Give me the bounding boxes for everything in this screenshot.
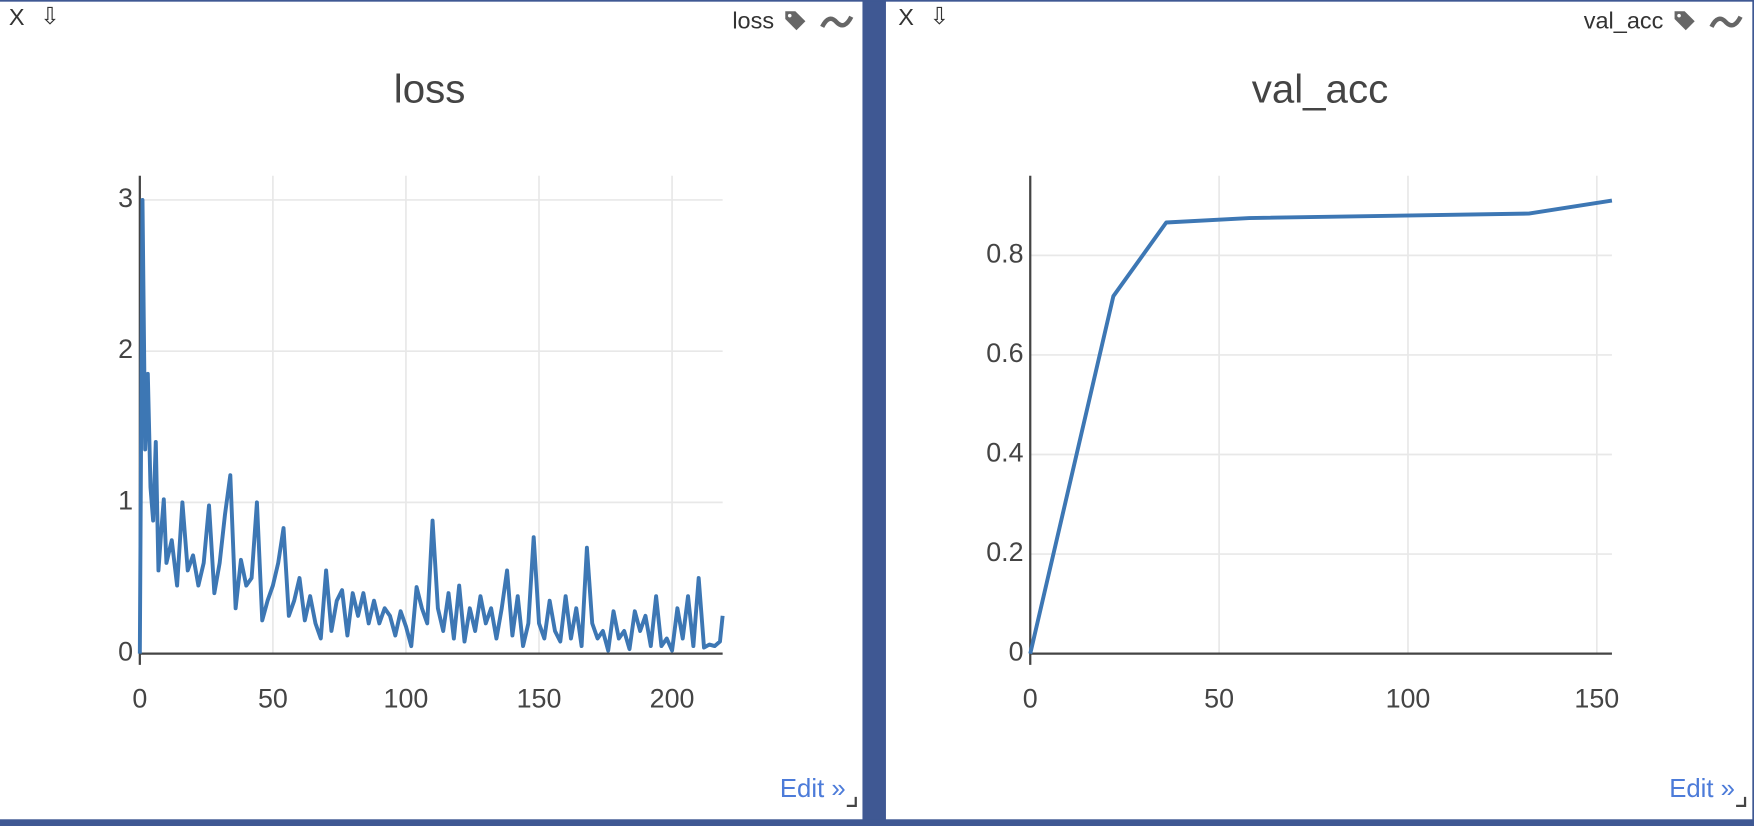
x-tick-label: 0 [132,684,147,714]
data-line [1028,198,1613,655]
window-title: val_acc [1584,8,1664,34]
x-tick-label: 50 [258,684,288,714]
bottom-bar [0,819,1754,826]
smooth-icon[interactable] [1709,15,1743,28]
x-tick-label: 50 [1204,684,1234,714]
x-tick-label: 200 [650,684,695,714]
x-tick-label: 100 [1386,684,1431,714]
download-button[interactable]: ⇩ [40,3,60,29]
x-tick-label: 0 [1023,684,1038,714]
edit-link[interactable]: Edit » [780,775,846,803]
chart-title: loss [394,66,466,111]
x-tick-label: 100 [384,684,429,714]
window-title: loss [732,8,774,34]
chart-title: val_acc [1252,66,1388,111]
right-border [1752,0,1754,826]
y-tick-label: 0.2 [986,537,1023,567]
y-tick-label: 0.4 [986,438,1023,468]
data-line [137,197,725,654]
resize-handle[interactable] [846,796,857,807]
y-tick-label: 1 [118,485,133,515]
x-tick-label: 150 [517,684,562,714]
pane-divider [862,0,886,826]
edit-link[interactable]: Edit » [1669,775,1735,803]
y-tick-label: 0 [118,637,133,667]
y-tick-label: 3 [118,183,133,213]
y-tick-label: 0.8 [986,238,1023,268]
download-button[interactable]: ⇩ [930,3,950,29]
resize-handle[interactable] [1736,796,1747,807]
y-tick-label: 0 [1009,637,1024,667]
tag-icon[interactable] [1674,11,1695,31]
close-button[interactable]: X [898,4,914,30]
y-tick-label: 0.6 [986,338,1023,368]
close-button[interactable]: X [9,4,25,30]
x-tick-label: 150 [1574,684,1619,714]
y-tick-label: 2 [118,334,133,364]
top-border [0,0,1754,2]
tag-icon[interactable] [785,11,806,31]
smooth-icon[interactable] [820,15,854,28]
